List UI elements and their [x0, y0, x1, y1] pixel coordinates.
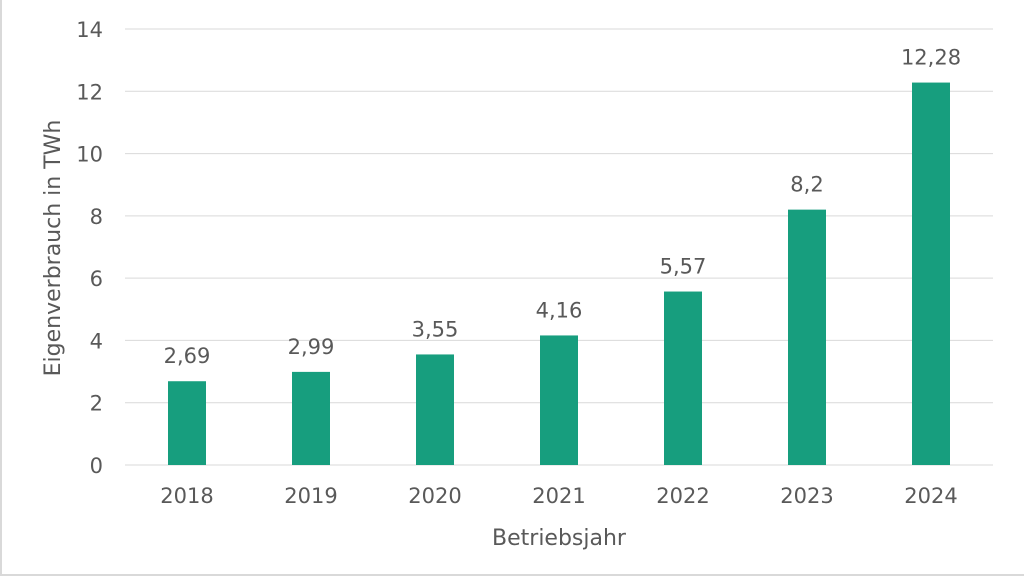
- bar-2024: [912, 82, 950, 466]
- y-tick-label: 8: [90, 205, 103, 229]
- data-label: 5,57: [660, 255, 707, 279]
- x-tick-label: 2024: [904, 484, 957, 508]
- x-tick-label: 2020: [408, 484, 461, 508]
- y-tick-label: 2: [90, 392, 103, 416]
- bar-2019: [292, 371, 330, 465]
- data-label: 8,2: [790, 173, 823, 197]
- x-tick-label: 2023: [780, 484, 833, 508]
- bar-2022: [664, 291, 702, 465]
- y-tick-label: 0: [90, 454, 103, 478]
- x-tick-label: 2021: [532, 484, 585, 508]
- data-label: 4,16: [536, 298, 583, 322]
- data-label: 2,99: [288, 335, 335, 359]
- y-axis-title: Eigenverbrauch in TWh: [41, 120, 66, 377]
- x-tick-label: 2019: [284, 484, 337, 508]
- x-tick-label: 2018: [160, 484, 213, 508]
- y-tick-label: 6: [90, 267, 103, 291]
- bar-2021: [540, 335, 578, 465]
- bar-2020: [416, 354, 454, 465]
- bar-2023: [788, 209, 826, 465]
- x-axis-title: Betriebsjahr: [492, 526, 627, 551]
- data-label: 12,28: [901, 46, 961, 70]
- data-label: 3,55: [412, 317, 459, 341]
- y-tick-label: 10: [76, 143, 103, 167]
- y-tick-label: 14: [76, 18, 103, 42]
- bar-2018: [168, 381, 206, 465]
- y-tick-label: 4: [90, 329, 103, 353]
- data-label: 2,69: [164, 344, 211, 368]
- y-tick-label: 12: [76, 80, 103, 104]
- x-tick-label: 2022: [656, 484, 709, 508]
